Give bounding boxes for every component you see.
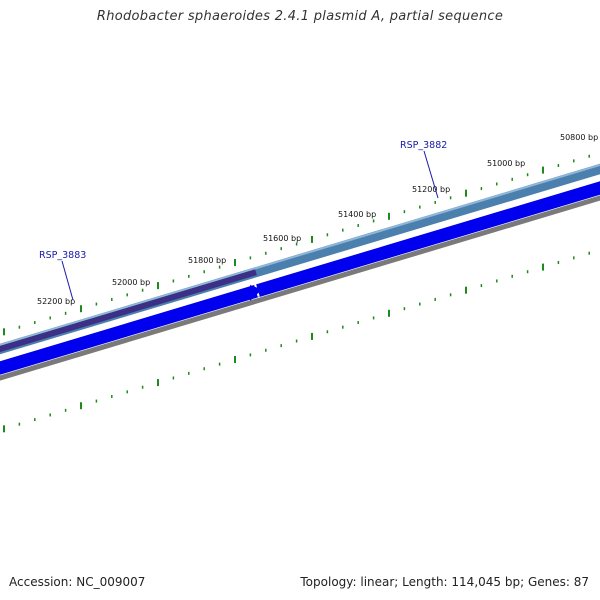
upper-ruler (3, 154, 590, 336)
gene-track-upper-highlight (0, 163, 600, 347)
genome-summary-text: Topology: linear; Length: 114,045 bp; Ge… (300, 575, 589, 589)
ruler-tick-label: 52200 bp (37, 297, 75, 306)
ruler-tick-label: 50800 bp (560, 133, 598, 142)
gene-rsp3883-segment (0, 269, 257, 353)
ruler-tick-label: 51000 bp (487, 159, 525, 168)
gene-labels: RSP_3882 RSP_3883 (39, 140, 447, 301)
map-title: Rhodobacter sphaeroides 2.4.1 plasmid A,… (96, 9, 504, 24)
ruler-tick-label: 51600 bp (263, 234, 301, 243)
ruler-tick-label: 51200 bp (412, 185, 450, 194)
ruler-tick-label: 51400 bp (338, 210, 376, 219)
lower-ruler (3, 251, 590, 433)
tracks-group (0, 163, 600, 381)
sequence-track (0, 195, 600, 381)
gene-label-rsp-3882[interactable]: RSP_3882 (400, 140, 447, 151)
accession-text: Accession: NC_009007 (9, 575, 146, 589)
cds-rsp3883 (0, 284, 258, 375)
ruler-labels: 50800 bp 51000 bp 51200 bp 51400 bp 51600 bp… (37, 133, 598, 306)
gene-label-leader (61, 260, 74, 301)
gene-label-leader (423, 150, 439, 199)
ruler-tick-label: 52000 bp (112, 278, 150, 287)
gene-label-rsp-3883[interactable]: RSP_3883 (39, 250, 86, 261)
cds-rsp3882 (256, 181, 600, 297)
ruler-tick-label: 51800 bp (188, 256, 226, 265)
